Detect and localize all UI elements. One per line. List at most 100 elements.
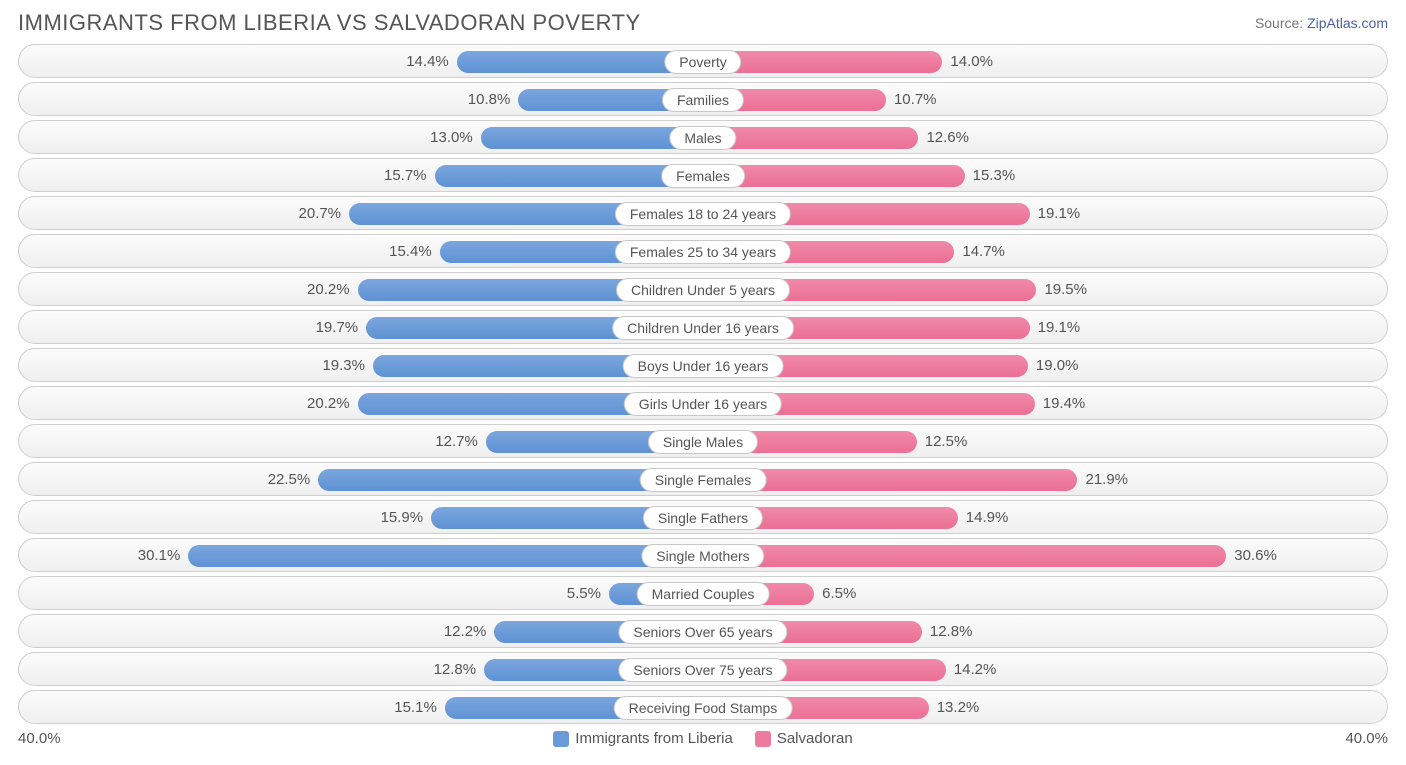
value-left: 20.2% bbox=[307, 273, 350, 307]
chart-rows: 14.4%14.0%Poverty10.8%10.7%Families13.0%… bbox=[18, 44, 1388, 724]
category-label: Receiving Food Stamps bbox=[614, 696, 793, 720]
value-right: 19.1% bbox=[1038, 197, 1081, 231]
row-right-half: 12.8% bbox=[703, 615, 1387, 647]
bar-right bbox=[703, 545, 1226, 567]
value-right: 10.7% bbox=[894, 83, 937, 117]
row-left-half: 12.2% bbox=[19, 615, 703, 647]
value-left: 30.1% bbox=[138, 539, 181, 573]
category-label: Seniors Over 65 years bbox=[618, 620, 787, 644]
category-label: Females 25 to 34 years bbox=[615, 240, 791, 264]
value-right: 12.8% bbox=[930, 615, 973, 649]
chart-row: 5.5% 6.5% Married Couples bbox=[18, 576, 1388, 610]
row-left-half: 14.4% bbox=[19, 45, 703, 77]
row-right-half: 19.0% bbox=[703, 349, 1387, 381]
chart-source: Source: ZipAtlas.com bbox=[1255, 15, 1388, 31]
chart-row: 30.1% 30.6% Single Mothers bbox=[18, 538, 1388, 572]
value-right: 19.5% bbox=[1044, 273, 1087, 307]
row-left-half: 13.0% bbox=[19, 121, 703, 153]
category-label: Single Males bbox=[648, 430, 758, 454]
row-left-half: 15.9% bbox=[19, 501, 703, 533]
row-left-half: 15.4% bbox=[19, 235, 703, 267]
row-right-half: 14.7% bbox=[703, 235, 1387, 267]
chart-row: 20.2% 19.5% Children Under 5 years bbox=[18, 272, 1388, 306]
chart-row: 15.9% 14.9% Single Fathers bbox=[18, 500, 1388, 534]
chart-row: 20.2% 19.4% Girls Under 16 years bbox=[18, 386, 1388, 420]
row-left-half: 30.1% bbox=[19, 539, 703, 571]
category-label: Children Under 5 years bbox=[616, 278, 790, 302]
value-right: 19.4% bbox=[1043, 387, 1086, 421]
value-right: 21.9% bbox=[1085, 463, 1128, 497]
category-label: Females 18 to 24 years bbox=[615, 202, 791, 226]
bar-left bbox=[188, 545, 703, 567]
row-right-half: 14.0% bbox=[703, 45, 1387, 77]
row-left-half: 15.7% bbox=[19, 159, 703, 191]
value-left: 20.7% bbox=[298, 197, 341, 231]
row-left-half: 10.8% bbox=[19, 83, 703, 115]
row-left-half: 12.8% bbox=[19, 653, 703, 685]
value-left: 15.7% bbox=[384, 159, 427, 193]
chart-row: 19.3% 19.0% Boys Under 16 years bbox=[18, 348, 1388, 382]
row-right-half: 6.5% bbox=[703, 577, 1387, 609]
chart-row: 10.8% 10.7% Families bbox=[18, 82, 1388, 116]
chart-row: 12.2% 12.8% Seniors Over 65 years bbox=[18, 614, 1388, 648]
chart-title: IMMIGRANTS FROM LIBERIA VS SALVADORAN PO… bbox=[18, 10, 641, 36]
legend-left-label: Immigrants from Liberia bbox=[575, 730, 733, 747]
row-left-half: 19.7% bbox=[19, 311, 703, 343]
value-left: 12.8% bbox=[434, 653, 477, 687]
row-left-half: 20.7% bbox=[19, 197, 703, 229]
category-label: Boys Under 16 years bbox=[623, 354, 784, 378]
row-right-half: 12.6% bbox=[703, 121, 1387, 153]
legend-item-left: Immigrants from Liberia bbox=[553, 730, 733, 747]
value-left: 10.8% bbox=[468, 83, 511, 117]
chart-row: 12.7% 12.5% Single Males bbox=[18, 424, 1388, 458]
value-left: 20.2% bbox=[307, 387, 350, 421]
value-right: 13.2% bbox=[937, 691, 980, 725]
chart-row: 22.5% 21.9% Single Females bbox=[18, 462, 1388, 496]
value-right: 15.3% bbox=[973, 159, 1016, 193]
value-right: 14.0% bbox=[950, 45, 993, 79]
category-label: Girls Under 16 years bbox=[624, 392, 782, 416]
row-right-half: 19.1% bbox=[703, 311, 1387, 343]
category-label: Single Females bbox=[640, 468, 767, 492]
value-left: 15.9% bbox=[381, 501, 424, 535]
category-label: Married Couples bbox=[637, 582, 770, 606]
value-right: 12.5% bbox=[925, 425, 968, 459]
value-left: 12.7% bbox=[435, 425, 478, 459]
row-left-half: 15.1% bbox=[19, 691, 703, 723]
row-left-half: 12.7% bbox=[19, 425, 703, 457]
value-right: 14.9% bbox=[966, 501, 1009, 535]
value-right: 30.6% bbox=[1234, 539, 1277, 573]
row-left-half: 19.3% bbox=[19, 349, 703, 381]
value-left: 14.4% bbox=[406, 45, 449, 79]
category-label: Families bbox=[662, 88, 744, 112]
row-left-half: 20.2% bbox=[19, 273, 703, 305]
chart-row: 19.7% 19.1% Children Under 16 years bbox=[18, 310, 1388, 344]
category-label: Single Fathers bbox=[643, 506, 763, 530]
value-left: 13.0% bbox=[430, 121, 473, 155]
chart-container: IMMIGRANTS FROM LIBERIA VS SALVADORAN PO… bbox=[0, 0, 1406, 765]
value-left: 19.3% bbox=[322, 349, 365, 383]
row-right-half: 19.5% bbox=[703, 273, 1387, 305]
row-left-half: 20.2% bbox=[19, 387, 703, 419]
source-value[interactable]: ZipAtlas.com bbox=[1307, 15, 1388, 31]
legend-item-right: Salvadoran bbox=[755, 730, 853, 747]
row-right-half: 15.3% bbox=[703, 159, 1387, 191]
value-right: 19.0% bbox=[1036, 349, 1079, 383]
value-right: 19.1% bbox=[1038, 311, 1081, 345]
category-label: Children Under 16 years bbox=[612, 316, 794, 340]
row-right-half: 30.6% bbox=[703, 539, 1387, 571]
row-right-half: 19.1% bbox=[703, 197, 1387, 229]
legend-right-label: Salvadoran bbox=[777, 730, 853, 747]
value-right: 6.5% bbox=[822, 577, 856, 611]
chart-header: IMMIGRANTS FROM LIBERIA VS SALVADORAN PO… bbox=[18, 10, 1388, 36]
category-label: Seniors Over 75 years bbox=[618, 658, 787, 682]
category-label: Single Mothers bbox=[641, 544, 764, 568]
row-left-half: 5.5% bbox=[19, 577, 703, 609]
axis-left-max: 40.0% bbox=[18, 730, 61, 747]
row-right-half: 14.9% bbox=[703, 501, 1387, 533]
chart-row: 12.8%14.2%Seniors Over 75 years bbox=[18, 652, 1388, 686]
value-left: 15.1% bbox=[394, 691, 437, 725]
axis-row: 40.0% Immigrants from Liberia Salvadoran… bbox=[18, 730, 1388, 747]
row-left-half: 22.5% bbox=[19, 463, 703, 495]
axis-right-max: 40.0% bbox=[1345, 730, 1388, 747]
